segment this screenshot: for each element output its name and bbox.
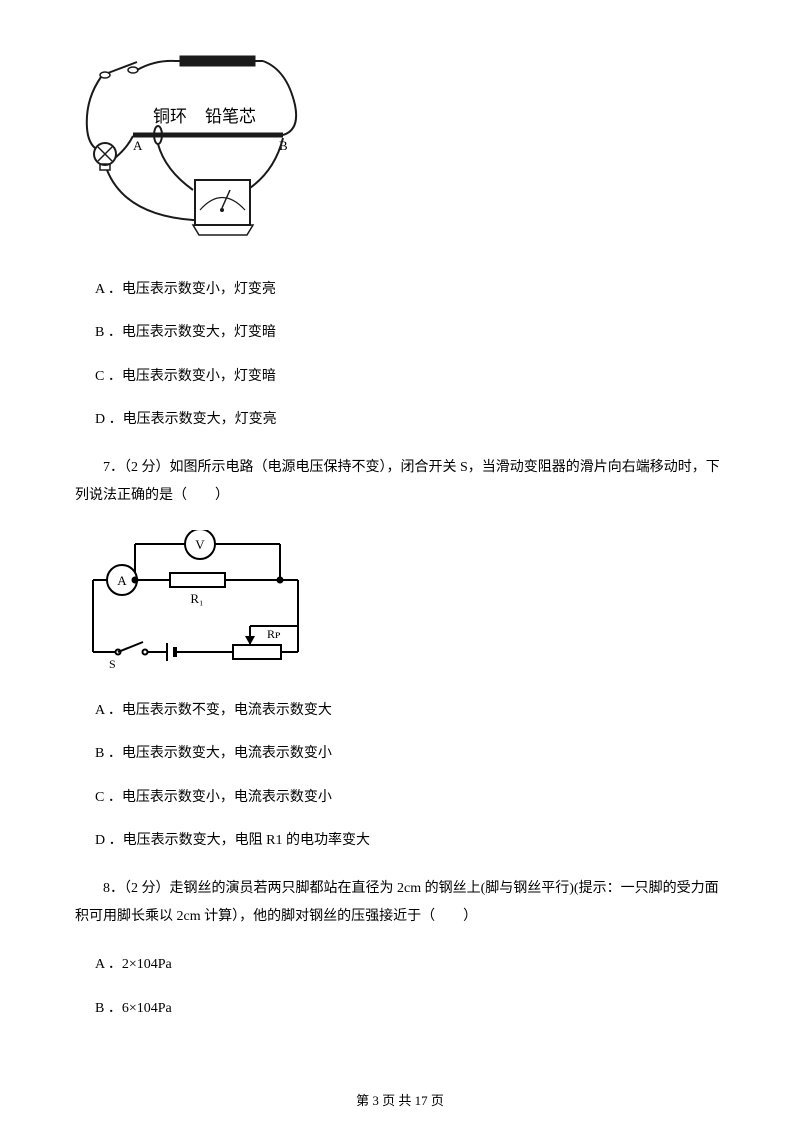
q8-stem-text: 8．（2 分）走钢丝的演员若两只脚都站在直径为 2cm 的钢丝上(脚与钢丝平行)… [75,875,725,931]
q7-option-c: C ．电压表示数变小，电流表示数变小 [95,788,725,808]
footer-mid: 页 共 [379,1093,415,1108]
page-footer: 第 3 页 共 17 页 [0,1092,800,1110]
svg-text:V: V [195,537,205,552]
q8-option-a: A ．2×104Pa [95,955,725,975]
q8-stem: 8．（2 分）走钢丝的演员若两只脚都站在直径为 2cm 的钢丝上(脚与钢丝平行)… [95,875,725,931]
q6-option-a: A ．电压表示数变小，灯变亮 [95,280,725,300]
figure-circuit-diagram: V A R₁ S [85,530,725,677]
q7-option-a: A ．电压表示数不变，电流表示数变大 [95,701,725,721]
circuit-svg: V A R₁ S [85,530,310,670]
pencil-circuit-svg: A B 铜环 铅笔芯 [75,50,305,245]
q8-option-b: B ．6×104Pa [95,999,725,1019]
figure-pencil-circuit: A B 铜环 铅笔芯 [75,50,725,252]
q7-stem-text: 7．（2 分）如图所示电路（电源电压保持不变），闭合开关 S，当滑动变阻器的滑片… [75,454,725,510]
svg-text:R₁: R₁ [190,591,203,606]
label-pencil-lead: 铅笔芯 [205,107,256,126]
footer-total: 17 [415,1093,428,1108]
q6-option-c: C ．电压表示数变小，灯变暗 [95,367,725,387]
svg-text:S: S [109,657,116,670]
q6-option-b: B ．电压表示数变大，灯变暗 [95,323,725,343]
svg-text:A: A [133,138,143,153]
footer-suffix: 页 [428,1093,444,1108]
label-copper-ring: 铜环 [153,107,187,126]
footer-prefix: 第 [356,1093,372,1108]
q7-option-b: B ．电压表示数变大，电流表示数变小 [95,744,725,764]
q6-option-d: D ．电压表示数变大，灯变亮 [95,410,725,430]
svg-text:A: A [117,573,127,588]
svg-text:Rᴘ: Rᴘ [267,627,281,641]
q7-option-d: D ．电压表示数变大，电阻 R1 的电功率变大 [95,831,725,851]
q7-stem: 7．（2 分）如图所示电路（电源电压保持不变），闭合开关 S，当滑动变阻器的滑片… [95,454,725,510]
